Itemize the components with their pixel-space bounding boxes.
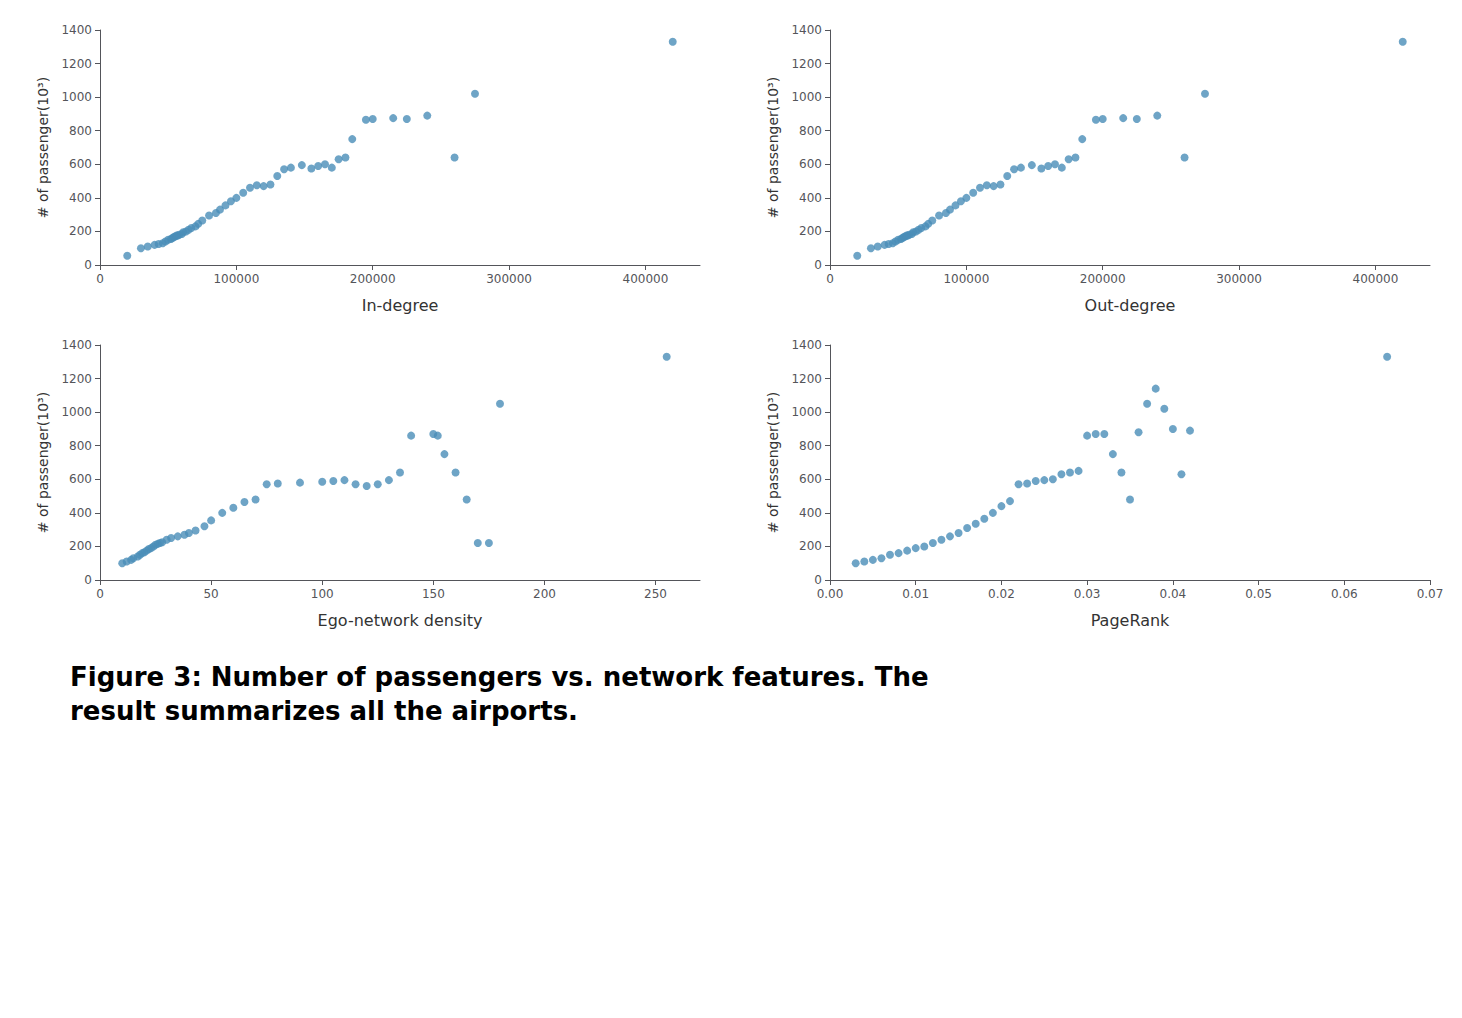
- svg-text:400000: 400000: [1353, 272, 1399, 286]
- svg-text:result summarizes all the airp: result summarizes all the airports.: [70, 696, 578, 726]
- svg-text:1400: 1400: [791, 338, 822, 352]
- svg-text:400: 400: [799, 191, 822, 205]
- svg-text:800: 800: [799, 124, 822, 138]
- svg-text:In-degree: In-degree: [362, 296, 439, 315]
- svg-text:0.01: 0.01: [902, 587, 929, 601]
- svg-text:1400: 1400: [61, 23, 92, 37]
- svg-text:1200: 1200: [791, 57, 822, 71]
- svg-text:600: 600: [799, 157, 822, 171]
- svg-text:1000: 1000: [791, 90, 822, 104]
- svg-text:0: 0: [814, 258, 822, 272]
- svg-text:0.07: 0.07: [1417, 587, 1444, 601]
- svg-text:Figure 3: Number of passengers: Figure 3: Number of passengers vs. netwo…: [70, 662, 929, 692]
- svg-text:600: 600: [69, 472, 92, 486]
- svg-text:# of passenger(10³): # of passenger(10³): [765, 392, 781, 533]
- svg-text:200: 200: [69, 224, 92, 238]
- svg-text:800: 800: [799, 439, 822, 453]
- svg-text:0: 0: [84, 573, 92, 587]
- svg-text:0: 0: [96, 587, 104, 601]
- svg-text:100000: 100000: [213, 272, 259, 286]
- svg-text:400000: 400000: [623, 272, 669, 286]
- svg-text:0.06: 0.06: [1331, 587, 1358, 601]
- svg-text:1000: 1000: [61, 90, 92, 104]
- svg-text:Out-degree: Out-degree: [1085, 296, 1176, 315]
- svg-text:1200: 1200: [791, 372, 822, 386]
- svg-text:100: 100: [311, 587, 334, 601]
- svg-text:200000: 200000: [350, 272, 396, 286]
- svg-text:# of passenger(10³): # of passenger(10³): [765, 77, 781, 218]
- svg-text:0.03: 0.03: [1074, 587, 1101, 601]
- svg-text:1000: 1000: [791, 405, 822, 419]
- svg-text:0: 0: [814, 573, 822, 587]
- svg-text:100000: 100000: [943, 272, 989, 286]
- svg-text:# of passenger(10³): # of passenger(10³): [35, 77, 51, 218]
- svg-text:PageRank: PageRank: [1091, 611, 1170, 630]
- svg-text:800: 800: [69, 439, 92, 453]
- svg-text:1200: 1200: [61, 57, 92, 71]
- svg-text:800: 800: [69, 124, 92, 138]
- svg-text:400: 400: [799, 506, 822, 520]
- svg-text:Ego-network density: Ego-network density: [318, 611, 483, 630]
- svg-text:200: 200: [69, 539, 92, 553]
- svg-text:200000: 200000: [1080, 272, 1126, 286]
- svg-text:1400: 1400: [61, 338, 92, 352]
- svg-text:600: 600: [69, 157, 92, 171]
- svg-text:200: 200: [799, 539, 822, 553]
- svg-text:0.05: 0.05: [1245, 587, 1272, 601]
- svg-text:300000: 300000: [1216, 272, 1262, 286]
- svg-text:0.02: 0.02: [988, 587, 1015, 601]
- svg-text:1400: 1400: [791, 23, 822, 37]
- svg-text:50: 50: [203, 587, 218, 601]
- svg-text:1200: 1200: [61, 372, 92, 386]
- svg-text:300000: 300000: [486, 272, 532, 286]
- svg-text:1000: 1000: [61, 405, 92, 419]
- svg-text:0.00: 0.00: [817, 587, 844, 601]
- svg-text:200: 200: [533, 587, 556, 601]
- svg-text:150: 150: [422, 587, 445, 601]
- svg-text:0.04: 0.04: [1159, 587, 1186, 601]
- svg-text:0: 0: [96, 272, 104, 286]
- svg-text:400: 400: [69, 506, 92, 520]
- svg-text:0: 0: [84, 258, 92, 272]
- svg-text:# of passenger(10³): # of passenger(10³): [35, 392, 51, 533]
- svg-text:600: 600: [799, 472, 822, 486]
- svg-text:200: 200: [799, 224, 822, 238]
- svg-text:0: 0: [826, 272, 834, 286]
- svg-text:400: 400: [69, 191, 92, 205]
- svg-text:250: 250: [644, 587, 667, 601]
